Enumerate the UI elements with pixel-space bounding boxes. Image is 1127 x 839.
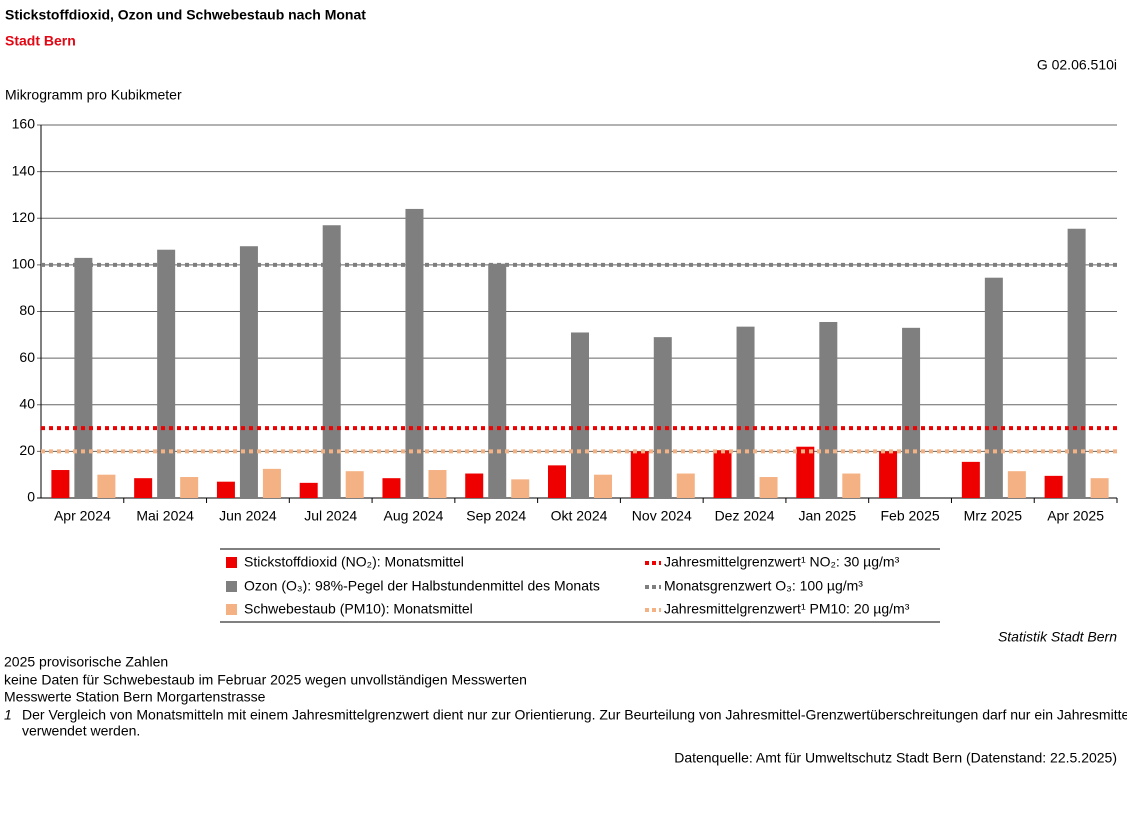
y-tick-label: 120 [12,209,36,225]
x-tick-label: Jul 2024 [304,508,357,524]
x-tick-label: Aug 2024 [383,508,443,524]
bar [1007,471,1026,498]
bar [902,327,921,498]
bar [405,208,424,499]
legend-label: Schwebestaub (PM10): Monatsmittel [244,601,473,617]
footnote: Der Vergleich von Monatsmitteln mit eine… [22,707,1127,723]
bar [736,326,755,498]
bar [74,257,93,498]
x-tick-label: Feb 2025 [880,508,939,524]
footnote: verwendet werden. [22,723,140,739]
bar [796,446,815,498]
x-tick-label: Apr 2025 [1047,508,1104,524]
bar [1067,228,1086,498]
bar [382,478,401,498]
bar [511,479,530,498]
x-tick-label: Okt 2024 [551,508,608,524]
x-tick-label: Mai 2024 [136,508,194,524]
bar [548,465,566,498]
note: keine Daten für Schwebestaub im Februar … [4,672,527,688]
footnote-mark: 1 [4,707,12,723]
chart-code: G 02.06.510i [1037,57,1117,73]
chart-title: Stickstoffdioxid, Ozon und Schwebestaub … [5,7,366,23]
y-tick-label: 60 [19,349,35,365]
x-tick-label: Apr 2024 [54,508,111,524]
data-source: Datenquelle: Amt für Umweltschutz Stadt … [674,750,1117,766]
bar [322,225,341,498]
bar [134,478,153,498]
bar [713,450,732,498]
x-tick-label: Jan 2025 [799,508,857,524]
bar [97,474,116,498]
y-tick-label: 40 [19,395,35,411]
legend-swatch [226,604,237,615]
y-tick-label: 140 [12,162,36,178]
bar [759,477,778,498]
x-tick-label: Dez 2024 [715,508,775,524]
y-tick-label: 20 [19,442,35,458]
legend-label: Ozon (O₃): 98%-Pegel der Halbstundenmitt… [244,578,600,594]
bar [571,332,589,498]
bar [488,263,507,498]
bar [819,321,838,498]
y-axis-label: Mikrogramm pro Kubikmeter [5,87,182,103]
bar [630,451,649,498]
legend-swatch [226,557,237,568]
x-tick-label: Mrz 2025 [964,508,1023,524]
bar [51,470,70,498]
bar [842,473,861,498]
bar [879,451,898,498]
bar [1044,475,1063,498]
bar [676,473,695,498]
note: Messwerte Station Bern Morgartenstrasse [4,689,266,705]
legend-label: Jahresmittelgrenzwert¹ PM10: 20 µg/m³ [664,601,910,617]
bar [594,474,612,498]
bar [961,461,980,498]
bar [1090,478,1109,498]
y-tick-label: 100 [12,256,36,272]
bar [216,481,235,498]
bar [239,246,258,498]
y-tick-label: 0 [27,489,35,505]
x-tick-label: Sep 2024 [466,508,526,524]
bar [299,482,318,498]
bar [180,477,199,498]
bar [345,471,364,498]
note: 2025 provisorische Zahlen [4,654,168,670]
bar [653,337,672,498]
bar [984,277,1003,498]
chart-subtitle: Stadt Bern [5,33,76,49]
legend-label: Jahresmittelgrenzwert¹ NO₂: 30 µg/m³ [664,554,900,570]
source-credit: Statistik Stadt Bern [998,629,1117,645]
legend-label: Monatsgrenzwert O₃: 100 µg/m³ [664,578,863,594]
bar [157,249,176,498]
x-tick-label: Nov 2024 [632,508,692,524]
y-tick-label: 80 [19,302,35,318]
bar [428,470,447,498]
legend-swatch [226,581,237,592]
y-tick-label: 160 [12,116,36,132]
bar [262,468,281,498]
x-tick-label: Jun 2024 [219,508,277,524]
bar [465,473,484,498]
legend-label: Stickstoffdioxid (NO₂): Monatsmittel [244,554,464,570]
